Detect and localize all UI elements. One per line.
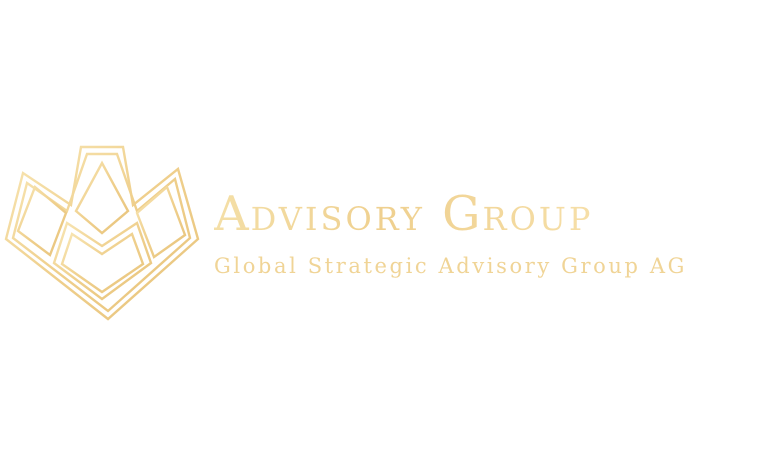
brand-name-rest-1: DVISORY [250,200,425,238]
brand-name-initial-1: A [214,186,251,242]
brand-tagline: Global Strategic Advisory Group AG [214,254,687,278]
brand-name-initial-2: G [442,186,483,242]
brand-name: ADVISORY GROUP [214,178,593,255]
logo-emblem-icon [4,145,200,321]
brand-wordmark: ADVISORY GROUP Global Strategic Advisory… [214,178,774,288]
brand-name-rest-2: ROUP [482,200,594,238]
